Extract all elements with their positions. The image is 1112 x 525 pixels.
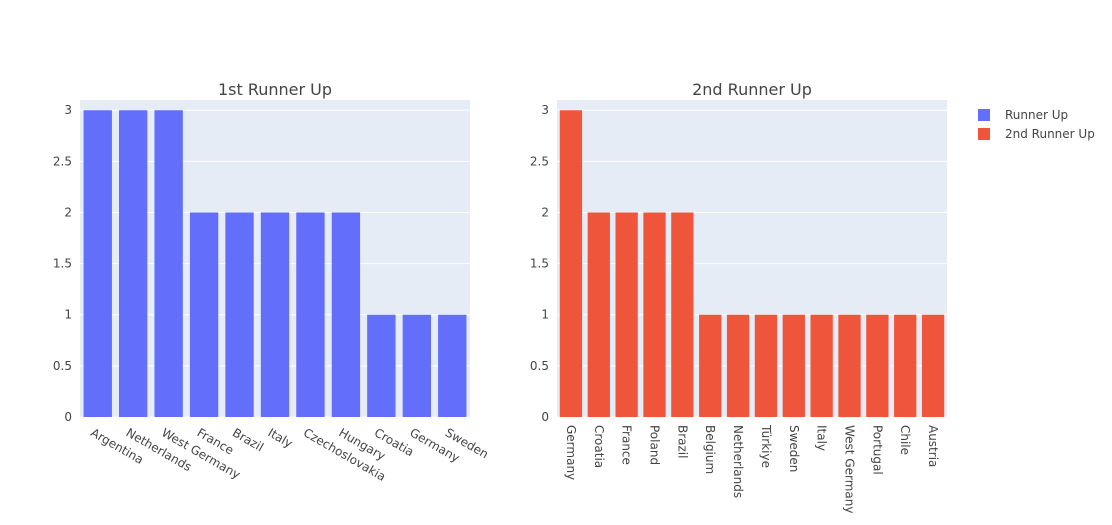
x-tick-label: West Germany <box>843 425 857 513</box>
legend-item-label: 2nd Runner Up <box>1005 127 1095 141</box>
bar <box>699 314 722 417</box>
y-tick-label: 0.5 <box>530 359 549 373</box>
bar <box>671 212 694 417</box>
x-tick-label: Türkiye <box>759 424 773 468</box>
legend: Runner Up 2nd Runner Up <box>978 108 1095 141</box>
subplot-title: 1st Runner Up <box>218 80 332 99</box>
x-tick-label: Portugal <box>870 425 884 475</box>
y-tick-label: 2 <box>64 205 72 219</box>
y-tick-label: 1 <box>64 308 72 322</box>
bar <box>921 314 945 417</box>
bar <box>726 314 750 417</box>
bar <box>119 110 148 418</box>
x-tick-label: Germany <box>564 425 578 480</box>
y-tick-label: 0 <box>541 410 549 424</box>
y-tick-label: 3 <box>541 103 549 117</box>
x-tick-label: Chile <box>898 425 912 455</box>
y-tick-label: 1.5 <box>530 257 549 271</box>
bar <box>367 314 396 417</box>
bar <box>225 212 254 417</box>
bar <box>331 212 361 417</box>
x-tick-label: France <box>620 425 634 465</box>
bar <box>402 314 431 417</box>
legend-swatch <box>978 128 990 140</box>
bar <box>83 110 112 418</box>
bar <box>782 314 805 417</box>
bar <box>154 110 183 418</box>
y-tick-label: 2.5 <box>530 154 549 168</box>
y-tick-label: 0.5 <box>53 359 72 373</box>
bar <box>189 212 219 417</box>
y-tick-label: 1 <box>541 308 549 322</box>
x-tick-label: Italy <box>266 425 296 450</box>
x-tick-label: Belgium <box>703 425 717 474</box>
x-tick-label: Italy <box>815 425 829 451</box>
x-tick-label: Brazil <box>675 425 689 459</box>
subplot-2: 0 0.5 1 1.5 2 2.5 3 Germany Croatia France Poland B… <box>530 80 947 513</box>
subplot-title: 2nd Runner Up <box>692 80 812 99</box>
x-tick-label: Poland <box>648 425 662 465</box>
legend-item-label: Runner Up <box>1005 108 1068 122</box>
y-tick-label: 2.5 <box>53 154 72 168</box>
bar <box>643 212 666 417</box>
bar <box>296 212 325 417</box>
x-tick-label: Austria <box>926 425 940 467</box>
bar <box>894 314 917 417</box>
bar <box>810 314 833 417</box>
x-tick-label: Brazil <box>230 425 266 454</box>
x-tick-label: Sweden <box>787 425 801 472</box>
bar <box>866 314 889 417</box>
x-tick-label: Croatia <box>592 425 606 468</box>
bar <box>559 110 583 418</box>
bar <box>260 212 290 417</box>
y-tick-label: 1.5 <box>53 257 72 271</box>
y-tick-label: 0 <box>64 410 72 424</box>
bar <box>587 212 610 417</box>
x-tick-label: Netherlands <box>731 425 745 498</box>
bar <box>438 314 467 417</box>
bar <box>838 314 861 417</box>
bar <box>615 212 638 417</box>
legend-swatch <box>978 109 990 121</box>
y-tick-label: 2 <box>541 205 549 219</box>
bar <box>754 314 778 417</box>
y-tick-label: 3 <box>64 103 72 117</box>
